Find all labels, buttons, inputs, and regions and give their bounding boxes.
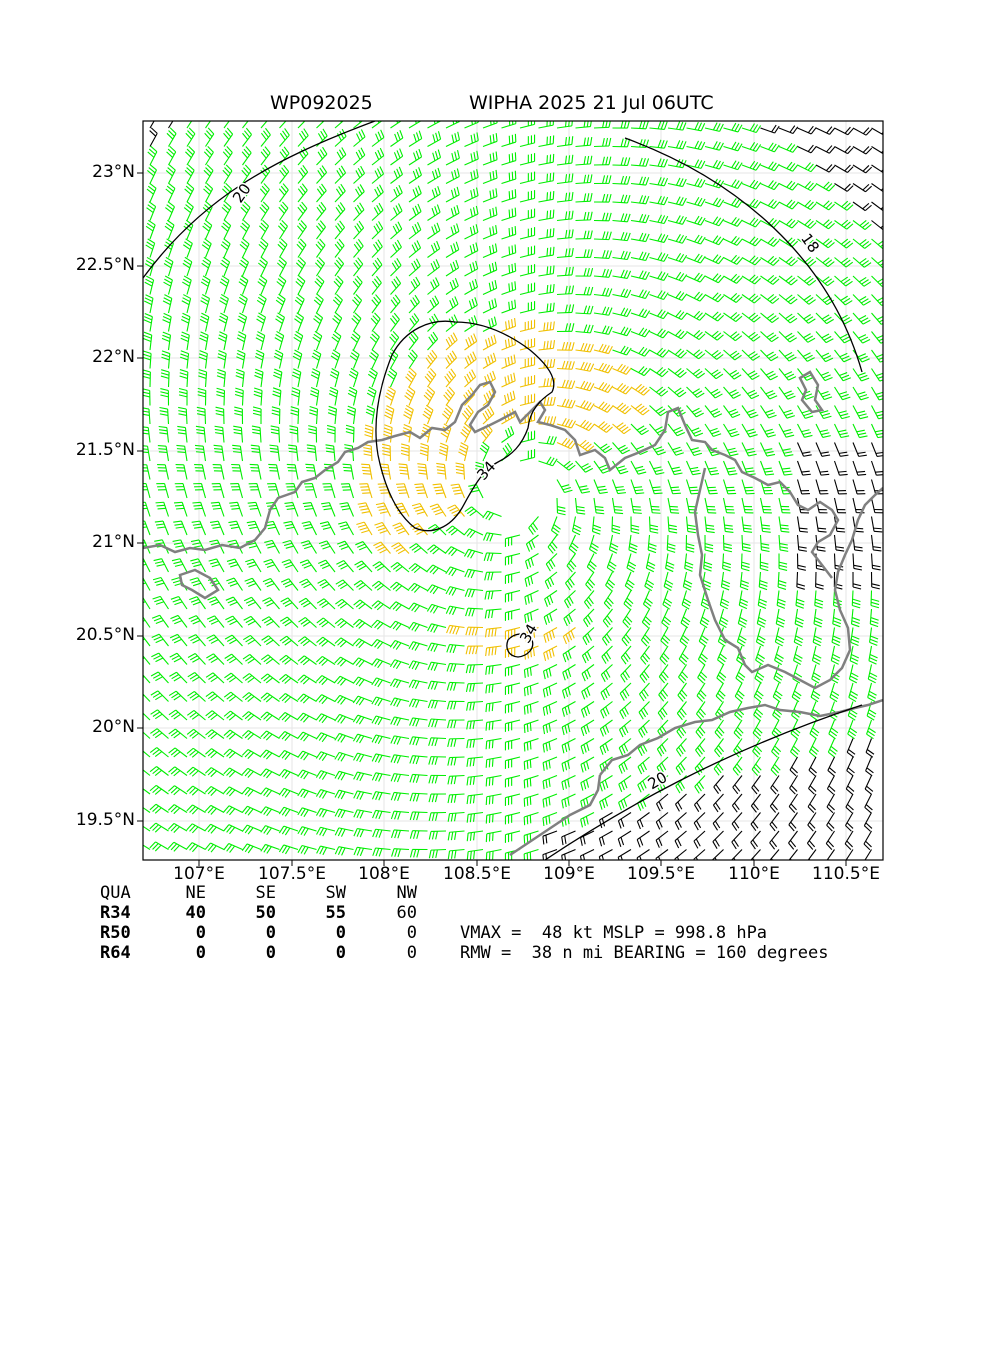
r50-nw: 0 <box>387 923 417 943</box>
r64-ne: 0 <box>176 943 206 963</box>
lat-label-20: 20°N <box>40 717 135 737</box>
r50-sw: 0 <box>316 923 346 943</box>
r64-nw: 0 <box>387 943 417 963</box>
table-header-se: SE <box>252 883 276 903</box>
r34-nw: 60 <box>387 903 417 923</box>
table-header-sw: SW <box>322 883 346 903</box>
row-label-r64: R64 <box>100 943 131 963</box>
lon-label-109-5: 109.5°E <box>627 864 695 884</box>
vmax-mslp-text: VMAX = 48 kt MSLP = 998.8 hPa <box>460 923 767 943</box>
lon-label-107-5: 107.5°E <box>258 864 326 884</box>
lon-label-108-5: 108.5°E <box>443 864 511 884</box>
lat-label-21: 21°N <box>40 532 135 552</box>
lat-label-23: 23°N <box>40 162 135 182</box>
r50-se: 0 <box>246 923 276 943</box>
table-header-quadrant: QUA <box>100 883 131 903</box>
r50-ne: 0 <box>176 923 206 943</box>
row-label-r50: R50 <box>100 923 131 943</box>
lat-label-22: 22°N <box>40 347 135 367</box>
lon-label-107: 107°E <box>173 864 225 884</box>
r34-ne: 40 <box>176 903 206 923</box>
r34-se: 50 <box>246 903 276 923</box>
lat-label-21-5: 21.5°N <box>40 440 135 460</box>
lat-label-19-5: 19.5°N <box>40 810 135 830</box>
lon-label-109: 109°E <box>543 864 595 884</box>
r64-sw: 0 <box>316 943 346 963</box>
rmw-bearing-text: RMW = 38 n mi BEARING = 160 degrees <box>460 943 828 963</box>
wind-radii-table: QUA NE SE SW NW R34 40 50 55 60 R50 0 0 … <box>0 883 440 968</box>
row-label-r34: R34 <box>100 903 131 923</box>
lat-label-22-5: 22.5°N <box>40 255 135 275</box>
r64-se: 0 <box>246 943 276 963</box>
table-header-nw: NW <box>393 883 417 903</box>
lon-label-110: 110°E <box>728 864 780 884</box>
lat-label-20-5: 20.5°N <box>40 625 135 645</box>
table-header-ne: NE <box>182 883 206 903</box>
wind-barb-map: 20 18 34 34 20 <box>0 0 1000 1000</box>
lon-label-108: 108°E <box>358 864 410 884</box>
r34-sw: 55 <box>316 903 346 923</box>
lon-label-110-5: 110.5°E <box>812 864 880 884</box>
